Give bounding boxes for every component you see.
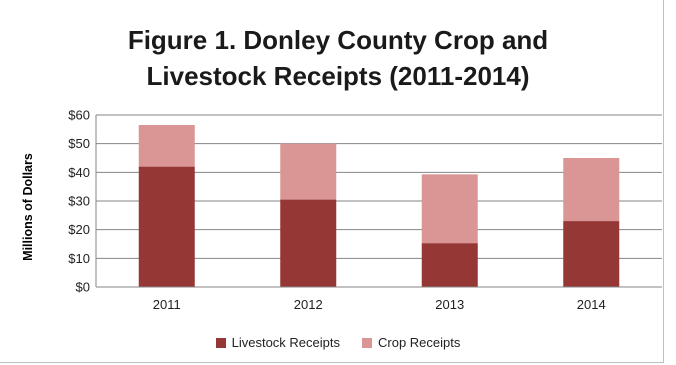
legend-swatch-livestock bbox=[215, 337, 226, 348]
bar-livestock bbox=[563, 221, 620, 287]
legend-label-livestock: Livestock Receipts bbox=[231, 335, 340, 350]
y-tick-label: $10 bbox=[68, 251, 90, 266]
legend-item-crop: Crop Receipts bbox=[362, 335, 460, 350]
x-tick-label: 2013 bbox=[435, 297, 464, 312]
chart-title: Figure 1. Donley County Crop and Livesto… bbox=[0, 22, 676, 94]
chart-title-line-2: Livestock Receipts (2011-2014) bbox=[146, 61, 530, 91]
x-tick-label: 2012 bbox=[294, 297, 323, 312]
y-tick-label: $0 bbox=[76, 280, 90, 295]
y-tick-label: $40 bbox=[68, 165, 90, 180]
legend: Livestock Receipts Crop Receipts bbox=[0, 335, 676, 350]
legend-item-livestock: Livestock Receipts bbox=[215, 335, 340, 350]
bar-livestock bbox=[421, 243, 478, 287]
x-tick-label: 2011 bbox=[153, 297, 181, 312]
y-tick-label: $50 bbox=[68, 136, 90, 151]
bar-livestock bbox=[138, 166, 195, 287]
y-tick-label: $60 bbox=[68, 108, 90, 123]
bar-crop bbox=[138, 125, 195, 167]
chart-frame bbox=[0, 0, 664, 363]
y-tick-label: $20 bbox=[68, 222, 90, 237]
bar-crop bbox=[563, 158, 620, 222]
x-tick-label: 2014 bbox=[577, 297, 606, 312]
legend-swatch-crop bbox=[362, 337, 372, 348]
bar-crop bbox=[280, 143, 337, 200]
chart-title-line-1: Figure 1. Donley County Crop and bbox=[127, 25, 549, 55]
y-tick-label: $30 bbox=[68, 194, 90, 209]
bar-livestock bbox=[280, 199, 337, 287]
bar-crop bbox=[421, 174, 478, 244]
legend-label-crop: Crop Receipts bbox=[378, 335, 461, 350]
